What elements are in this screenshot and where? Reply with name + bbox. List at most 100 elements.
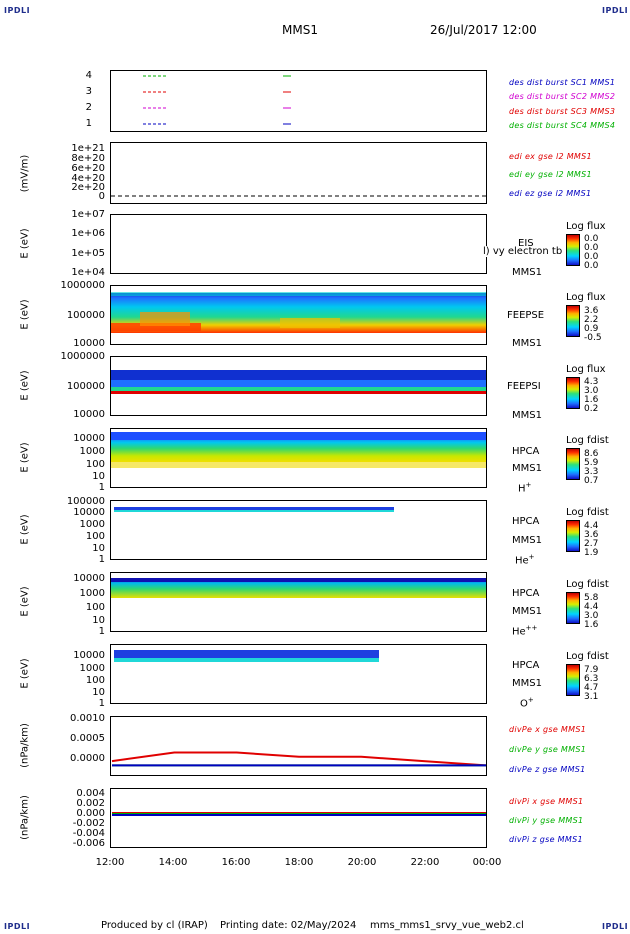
hpca-hepp-ytick: 10000 <box>73 573 105 584</box>
x-tick-label: 00:00 <box>472 857 502 868</box>
feepsi-cb-val: 1.6 <box>584 395 599 405</box>
hpca-hepp-species: He++ <box>512 624 538 638</box>
header-datetime: 26/Jul/2017 12:00 <box>430 23 537 37</box>
edi-label-y: edi ey gse l2 MMS1 <box>509 170 592 179</box>
hpca-h-ylabel: E (eV) <box>19 442 31 473</box>
x-tick-label: 16:00 <box>221 857 251 868</box>
hpca-hepp-ytick: 1000 <box>79 588 105 599</box>
hpca-h-cb-title: Log fdist <box>566 435 609 446</box>
hpca-h-ytick: 10 <box>92 471 105 482</box>
hpca-h-cb-val: 8.6 <box>584 449 599 459</box>
panel-eis <box>110 214 487 274</box>
hpca-o-ytick: 1 <box>98 698 105 709</box>
hpca-he-cb-val: 3.6 <box>584 530 599 540</box>
hpca-he-cb-val: 4.4 <box>584 521 599 531</box>
feepse-cb-val: 2.2 <box>584 315 599 325</box>
edi-ytick: 2e+20 <box>71 182 105 193</box>
feepse-ytick: 10000 <box>73 338 105 349</box>
eis-cb-val: 0.0 <box>584 252 599 262</box>
hpca-o-ylabel: E (eV) <box>19 658 31 689</box>
divpi-ytick: 0.004 <box>76 788 105 799</box>
edi-label-x: edi ex gse l2 MMS1 <box>509 152 592 161</box>
divpe-series-line <box>111 751 487 767</box>
x-tick-label: 18:00 <box>284 857 314 868</box>
footer-printing-date: Printing date: 02/May/2024 <box>220 920 357 931</box>
divpi-label-x: divPi x gse MMS1 <box>509 797 584 806</box>
panel-divpi <box>110 788 487 848</box>
hpca-he-cb-val: 1.9 <box>584 548 599 558</box>
feepse-cb-val: 0.9 <box>584 324 599 334</box>
hpca-hepp-cb-val: 1.6 <box>584 620 599 630</box>
hpca-o-ytick: 10 <box>92 687 105 698</box>
hpca-hepp-colorbar <box>566 592 580 624</box>
hpca-h-spectrogram <box>111 432 486 468</box>
eis-cb-val: 0.0 <box>584 234 599 244</box>
hpca-hepp-cb-title: Log fdist <box>566 579 609 590</box>
divpi-lines <box>112 812 486 816</box>
hpca-hepp-ytick: 1 <box>98 626 105 637</box>
feepsi-ytick: 1000000 <box>60 351 105 362</box>
divpi-ytick: -0.004 <box>72 828 105 839</box>
hpca-he-ytick: 10 <box>92 543 105 554</box>
hpca-hepp-spectrogram <box>111 578 486 598</box>
divpi-ytick: -0.006 <box>72 838 105 849</box>
hpca-he-ytick: 10000 <box>73 507 105 518</box>
x-tick-label: 14:00 <box>158 857 188 868</box>
corner-label-bottom-right: IPDLI <box>602 922 629 931</box>
feepsi-cb-title: Log flux <box>566 364 606 375</box>
hpca-he-species: He+ <box>515 553 535 567</box>
corner-label-top-right: IPDLI <box>602 6 629 15</box>
feepsi-cb-val: 0.2 <box>584 404 599 414</box>
hpca-he-cb-val: 2.7 <box>584 539 599 549</box>
feepsi-colorbar <box>566 377 580 409</box>
feepse-cb-val: 3.6 <box>584 306 599 316</box>
hpca-he-ytick: 100000 <box>66 496 105 507</box>
burst-ytick: 2 <box>85 102 92 113</box>
hpca-he-ylabel: E (eV) <box>19 514 31 545</box>
panel-burst <box>110 70 487 132</box>
hpca-o-colorbar <box>566 664 580 696</box>
divpi-label-z: divPi z gse MMS1 <box>509 835 583 844</box>
corner-label-bottom-left: IPDLI <box>4 922 31 931</box>
feepsi-cb-val: 3.0 <box>584 386 599 396</box>
hpca-hepp-inst-mms: MMS1 <box>512 606 542 617</box>
feepsi-ylabel: E (eV) <box>19 370 31 401</box>
divpe-label-z: divPe z gse MMS1 <box>509 765 586 774</box>
hpca-hepp-cb-val: 4.4 <box>584 602 599 612</box>
hpca-he-ytick: 1000 <box>79 519 105 530</box>
divpi-label-y: divPi y gse MMS1 <box>509 816 584 825</box>
edi-ylabel: (mV/m) <box>19 154 31 193</box>
x-tick-label: 22:00 <box>410 857 440 868</box>
feepsi-inst-label: FEEPSI <box>507 381 541 392</box>
burst-ytick: 1 <box>85 118 92 129</box>
burst-label-sc4: des dist burst SC4 MMS4 <box>509 121 616 130</box>
edi-ytick: 0 <box>98 191 105 202</box>
eis-overlay-label: l) vy electron tb <box>483 246 563 257</box>
eis-ytick: 1e+05 <box>71 248 105 259</box>
eis-colorbar <box>566 234 580 266</box>
feepse-spectrogram <box>111 292 486 333</box>
hpca-h-inst-mms: MMS1 <box>512 463 542 474</box>
eis-inst-label: EIS <box>518 238 534 249</box>
x-tick-label: 12:00 <box>95 857 125 868</box>
feepse-inst-mms: MMS1 <box>512 338 542 349</box>
eis-cb-title: Log flux <box>566 221 606 232</box>
edi-ytick: 1e+21 <box>71 143 105 154</box>
hpca-hepp-cb-val: 3.0 <box>584 611 599 621</box>
hpca-h-ytick: 100 <box>85 459 105 470</box>
hpca-o-inst-mms: MMS1 <box>512 678 542 689</box>
hpca-o-ytick: 10000 <box>73 650 105 661</box>
hpca-hepp-inst-label: HPCA <box>512 588 540 599</box>
edi-ytick: 4e+20 <box>71 173 105 184</box>
header-spacecraft: MMS1 <box>282 23 318 37</box>
divpe-ytick: 0.0000 <box>70 753 105 764</box>
divpe-label-y: divPe y gse MMS1 <box>509 745 587 754</box>
feepse-inst-label: FEEPSE <box>507 310 545 321</box>
divpi-ylabel: (nPa/km) <box>19 795 31 840</box>
eis-ytick: 1e+07 <box>71 209 105 220</box>
divpe-lines <box>111 751 487 767</box>
edi-label-z: edi ez gse l2 MMS1 <box>509 189 592 198</box>
burst-label-sc1: des dist burst SC1 MMS1 <box>509 78 616 87</box>
divpi-ytick: -0.002 <box>72 818 105 829</box>
eis-ytick: 1e+04 <box>71 267 105 278</box>
